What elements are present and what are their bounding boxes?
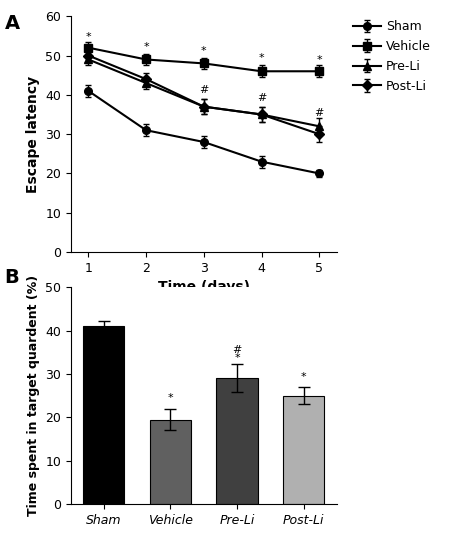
Y-axis label: Escape latency: Escape latency xyxy=(26,75,40,193)
Text: *: * xyxy=(259,54,264,63)
Bar xyxy=(283,396,325,504)
Text: #: # xyxy=(232,345,242,355)
Text: *: * xyxy=(143,42,149,51)
Text: #: # xyxy=(315,108,324,119)
Text: #: # xyxy=(257,93,266,103)
Text: B: B xyxy=(5,268,19,287)
Bar xyxy=(217,378,258,504)
Bar xyxy=(83,326,125,504)
Y-axis label: Time spent in target quardent (%): Time spent in target quardent (%) xyxy=(27,275,40,516)
Bar xyxy=(150,420,191,504)
Legend: Sham, Vehicle, Pre-Li, Post-Li: Sham, Vehicle, Pre-Li, Post-Li xyxy=(354,20,431,93)
Text: *: * xyxy=(201,46,207,56)
Text: *: * xyxy=(301,372,307,382)
Text: *: * xyxy=(317,55,322,66)
Text: A: A xyxy=(5,14,20,33)
Text: *: * xyxy=(86,32,91,42)
Text: *: * xyxy=(234,353,240,363)
Text: *: * xyxy=(168,393,173,403)
X-axis label: Time (days): Time (days) xyxy=(158,280,250,294)
Text: #: # xyxy=(199,85,209,95)
